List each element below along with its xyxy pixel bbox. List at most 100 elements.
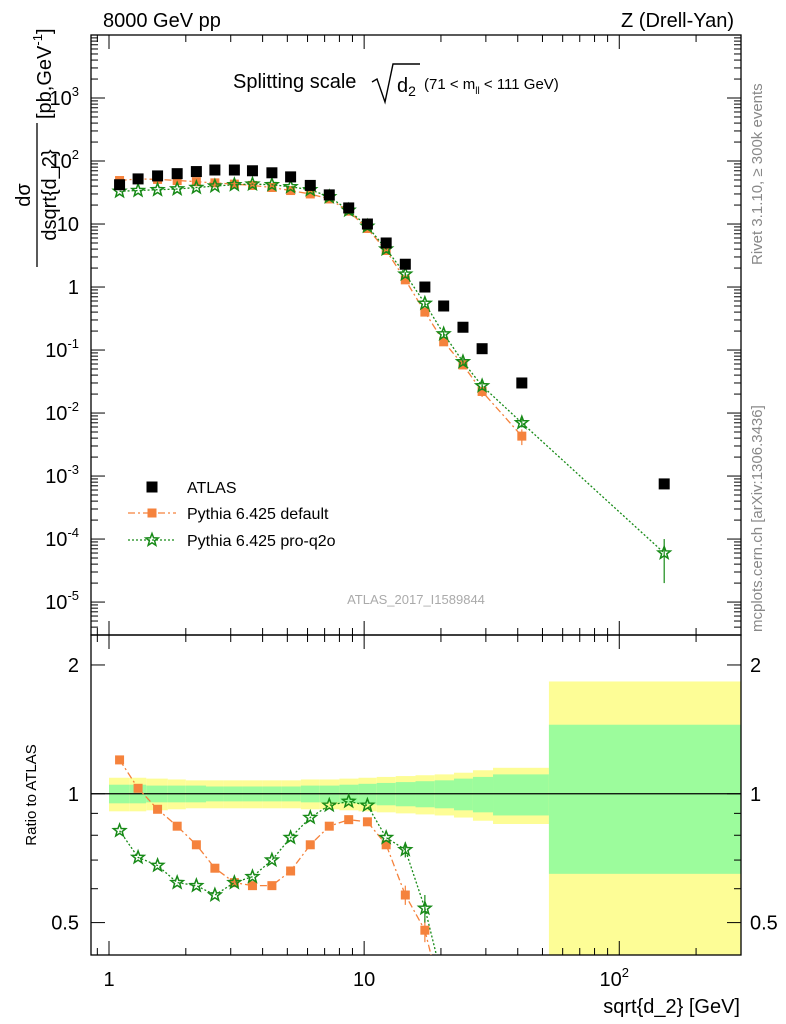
atlas-data-marker [380, 237, 392, 249]
pythia-default-series [115, 174, 527, 446]
pythia-proq2o-marker [416, 294, 434, 311]
band-inner-bin [493, 774, 549, 816]
ratio-default-continuation [424, 930, 432, 955]
atlas-data-marker [476, 343, 488, 355]
ratio-frame [90, 634, 742, 956]
y-label-denominator: dsqrt{d_2} [39, 149, 61, 241]
ratio-pythia-default-marker [286, 866, 296, 876]
ratio-pythia-proq2o-marker [302, 808, 319, 825]
legend-marker [143, 531, 161, 547]
rivet-version-label: Rivet 3.1.10, ≥ 300k events [749, 83, 766, 265]
atlas-data-marker [438, 300, 450, 312]
band-inner-bin [548, 724, 741, 874]
pythia-proq2o-marker [473, 377, 491, 393]
ratio-pythia-proq2o-marker [244, 868, 261, 884]
pythia-proq2o-marker [282, 178, 299, 194]
ratio-pythia-proq2o-marker [263, 851, 281, 868]
pythia-proq2o-marker [226, 176, 243, 192]
mcplots-source-label: mcplots.cern.ch [arXiv:1306.3436] [749, 405, 766, 632]
atlas-data-marker [399, 258, 411, 270]
atlas-data-marker [419, 281, 431, 293]
ratio-pythia-default-marker [133, 783, 143, 793]
pythia-default-marker [286, 186, 296, 196]
y-tick-label: 10-5 [45, 588, 79, 614]
chart-title: Splitting scale d2 (71 < mll < 111 GeV) [233, 63, 559, 105]
x-tick-label: 10 [353, 969, 375, 991]
atlas-data-marker [171, 168, 183, 180]
y-tick-label: 10-2 [45, 399, 79, 425]
y-label-unit: [pb,GeV-1] [30, 28, 56, 119]
ratio-pythia-proq2o-marker [188, 876, 205, 893]
ratio-pythia-default-marker [115, 755, 125, 765]
band-inner-bin [453, 778, 473, 811]
atlas-data-marker [266, 167, 278, 179]
atlas-data-marker [304, 179, 316, 191]
y-axis-label: dσ dsqrt{d_2} [pb,GeV-1] [13, 28, 61, 267]
ratio-pythia-proq2o-marker [206, 886, 224, 902]
pythia-proq2o-marker [149, 181, 166, 197]
pythia-default-marker [439, 337, 449, 347]
y-tick-label: 10-1 [45, 336, 79, 362]
pythia-proq2o-marker [188, 178, 205, 195]
ratio-pythia-proq2o-marker [129, 848, 147, 865]
ratio-pythia-default-marker [400, 890, 410, 900]
atlas-data-marker [228, 164, 240, 176]
ratio-y-tick-label: 2 [68, 655, 79, 677]
ratio-pythia-default-marker [153, 804, 163, 814]
ratio-pythia-proq2o-marker [340, 792, 357, 809]
ratio-pythia-default-series [115, 755, 430, 943]
atlas-data-marker [114, 179, 126, 191]
ratio-pythia-proq2o-marker [282, 828, 299, 845]
legend-label: ATLAS [187, 480, 237, 497]
ratio-series-group [115, 755, 430, 943]
sqrt-symbol [371, 63, 420, 105]
ratio-y-tick-label-right: 0.5 [750, 913, 778, 935]
ratio-pythia-default-marker [362, 817, 372, 827]
atlas-data-marker [343, 202, 355, 214]
legend-marker [146, 481, 158, 493]
ratio-series-group [111, 792, 434, 923]
ratio-panel: 1 10 102 sqrt{d_2} [GeV] 0.5 0.5 1 1 2 2 Ratio to … [23, 634, 778, 1018]
ratio-pythia-default-marker [267, 881, 277, 891]
atlas-data-marker [209, 164, 221, 176]
x-tick-label: 1 [103, 969, 114, 991]
atlas-data-marker [190, 166, 202, 178]
pythia-default-marker [517, 431, 527, 441]
pythia-proq2o-marker [206, 177, 224, 194]
pythia-proq2o-marker [435, 325, 452, 341]
pythia-proq2o-marker [129, 181, 147, 198]
y-tick-label: 10-3 [45, 462, 79, 488]
y-tick-label: 10-4 [45, 525, 79, 551]
pythia-default-marker [381, 245, 391, 255]
pythia-proq2o-marker [168, 180, 186, 196]
pythia-default-marker [210, 178, 220, 188]
ratio-pythia-proq2o-series [111, 792, 434, 923]
ratio-y-tick-label-right: 1 [750, 784, 761, 806]
pythia-default-marker [229, 179, 239, 189]
ratio-pythia-default-marker [229, 878, 239, 888]
pythia-proq2o-marker [513, 414, 531, 430]
header-right-label: Z (Drell-Yan) [621, 10, 734, 32]
atlas-data-marker [152, 170, 164, 182]
band-inner-bin [472, 776, 494, 813]
atlas-data-marker [658, 478, 670, 490]
ratio-pythia-default-marker [210, 863, 220, 873]
pythia-proq2o-marker [244, 175, 261, 192]
ratio-pythia-default-marker [381, 840, 391, 850]
atlas-data-marker [132, 173, 144, 185]
ratio-pythia-proq2o-marker [377, 828, 395, 845]
pythia-proq2o-marker [454, 353, 472, 369]
atlas-data-marker [285, 171, 297, 183]
atlas-data-marker [516, 377, 528, 389]
y-tick-label: 10 [57, 214, 79, 236]
title-main: Splitting scale [233, 71, 356, 93]
pythia-proq2o-marker [397, 265, 414, 282]
atlas-data-marker [246, 165, 258, 177]
atlas-data-marker [361, 218, 373, 230]
ratio-y-tick-label: 1 [68, 784, 79, 806]
atlas-data-marker [323, 189, 335, 201]
ratio-pythia-proq2o-marker [168, 873, 186, 890]
ratio-pythia-default-marker [172, 821, 182, 831]
atlas-data-series [114, 164, 670, 490]
